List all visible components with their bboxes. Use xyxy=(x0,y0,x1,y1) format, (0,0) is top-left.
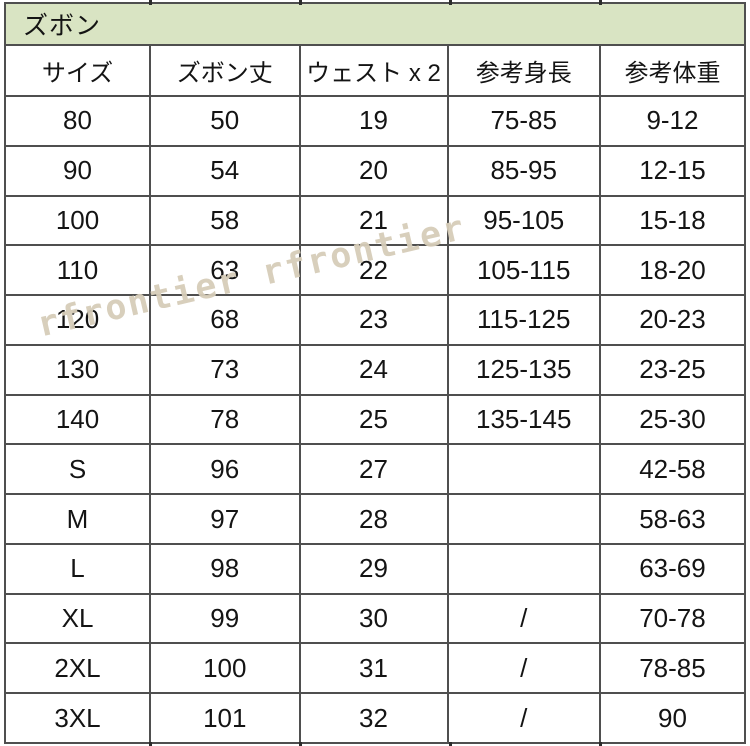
column-header-weight: 参考体重 xyxy=(598,44,747,97)
table-cell: 140 xyxy=(3,393,152,446)
table-title-row: ズボン xyxy=(4,2,746,46)
table-row: 2XL 100 31/78-85 xyxy=(3,642,747,695)
table-cell: 27 xyxy=(298,443,449,496)
table-cell: 29 xyxy=(298,542,449,595)
table-cell: 9-12 xyxy=(598,95,747,147)
column-tick xyxy=(449,0,452,5)
table-row: 130 73 24 125-135 23-25 xyxy=(3,343,747,396)
table-cell: 105-115 xyxy=(446,244,601,297)
table-cell: 101 xyxy=(149,692,301,744)
table-cell: 30 xyxy=(298,592,449,645)
table-cell: 110 xyxy=(3,244,152,297)
table-row: 110 63 22 105-115 18-20 xyxy=(3,244,747,297)
table-cell: 42-58 xyxy=(598,443,747,496)
table-cell: 20 xyxy=(298,144,449,197)
table-cell: 15-18 xyxy=(598,194,747,247)
table-row: M 97 28 58-63 xyxy=(3,493,747,545)
table-cell: 28 xyxy=(298,493,449,545)
column-header-size: サイズ xyxy=(3,44,152,97)
table-cell: 96 xyxy=(149,443,301,496)
column-tick xyxy=(299,0,302,5)
table-cell: / xyxy=(446,592,601,645)
table-cell: 58 xyxy=(149,194,301,247)
table-cell: 73 xyxy=(149,343,301,396)
column-tick xyxy=(599,742,602,746)
table-cell: 135-145 xyxy=(446,393,601,446)
table-cell: S xyxy=(3,443,152,496)
table-cell: 21 xyxy=(298,194,449,247)
column-header-height: 参考身長 xyxy=(446,44,601,97)
table-cell: 50 xyxy=(149,95,301,147)
table-row: S 96 27 42-58 xyxy=(3,443,747,496)
table-row: 140 78 25 135-145 25-30 xyxy=(3,393,747,446)
table-row: L 98 29 63-69 xyxy=(3,542,747,595)
column-tick xyxy=(149,742,152,746)
table-cell: 80 xyxy=(3,95,152,147)
table-cell: 78 xyxy=(149,393,301,446)
table-cell: 63 xyxy=(149,244,301,297)
table-cell: 70-78 xyxy=(598,592,747,645)
size-chart-table: ズボン サイズ ズボン丈 ウェスト x 2 参考身長 参考体重 80 50 19 75… xyxy=(3,2,747,744)
table-row: 120 68 23 115-125 20-23 xyxy=(3,294,747,346)
table-cell: 3XL xyxy=(3,692,152,744)
table-cell: 125-135 xyxy=(446,343,601,396)
column-tick xyxy=(599,0,602,5)
table-cell: 99 xyxy=(149,592,301,645)
column-header-waist: ウェスト x 2 xyxy=(298,44,449,97)
table-cell: 23 xyxy=(298,294,449,346)
table-cell: 31 xyxy=(298,642,449,695)
table-cell: 22 xyxy=(298,244,449,297)
table-cell xyxy=(446,542,601,595)
table-cell: 90 xyxy=(3,144,152,197)
table-cell: L xyxy=(3,542,152,595)
table-cell: 97 xyxy=(149,493,301,545)
table-cell: 2XL xyxy=(3,642,152,695)
table-cell: 100 xyxy=(149,642,301,695)
table-cell: 18-20 xyxy=(598,244,747,297)
table-header-row: サイズ ズボン丈 ウェスト x 2 参考身長 参考体重 xyxy=(3,44,747,97)
table-title: ズボン xyxy=(4,2,746,46)
column-tick xyxy=(449,742,452,746)
column-tick xyxy=(149,0,152,5)
table-cell: 58-63 xyxy=(598,493,747,545)
table-cell: 19 xyxy=(298,95,449,147)
table-cell: 78-85 xyxy=(598,642,747,695)
table-cell: 20-23 xyxy=(598,294,747,346)
table-cell: 115-125 xyxy=(446,294,601,346)
table-cell: 32 xyxy=(298,692,449,744)
table-cell: / xyxy=(446,692,601,744)
column-tick xyxy=(299,742,302,746)
table-cell: 75-85 xyxy=(446,95,601,147)
table-row: 80 50 19 75-85 9-12 xyxy=(3,95,747,147)
table-cell: 25-30 xyxy=(598,393,747,446)
table-cell: 68 xyxy=(149,294,301,346)
table-cell: 98 xyxy=(149,542,301,595)
table-cell xyxy=(446,493,601,545)
table-cell: 12-15 xyxy=(598,144,747,197)
table-cell: / xyxy=(446,642,601,695)
table-cell: 23-25 xyxy=(598,343,747,396)
table-cell: 63-69 xyxy=(598,542,747,595)
table-cell xyxy=(446,443,601,496)
table-cell: 120 xyxy=(3,294,152,346)
table-row: 100 58 21 95-105 15-18 xyxy=(3,194,747,247)
table-cell: 25 xyxy=(298,393,449,446)
table-cell: 130 xyxy=(3,343,152,396)
table-cell: 54 xyxy=(149,144,301,197)
table-cell: 90 xyxy=(598,692,747,744)
table-cell: 24 xyxy=(298,343,449,396)
table-cell: 100 xyxy=(3,194,152,247)
table-row: 90 54 20 85-95 12-15 xyxy=(3,144,747,197)
table-cell: XL xyxy=(3,592,152,645)
table-cell: 95-105 xyxy=(446,194,601,247)
column-header-length: ズボン丈 xyxy=(149,44,301,97)
table-row: XL 99 30/70-78 xyxy=(3,592,747,645)
table-cell: M xyxy=(3,493,152,545)
table-row: 3XL 101 32/90 xyxy=(3,692,747,744)
table-cell: 85-95 xyxy=(446,144,601,197)
